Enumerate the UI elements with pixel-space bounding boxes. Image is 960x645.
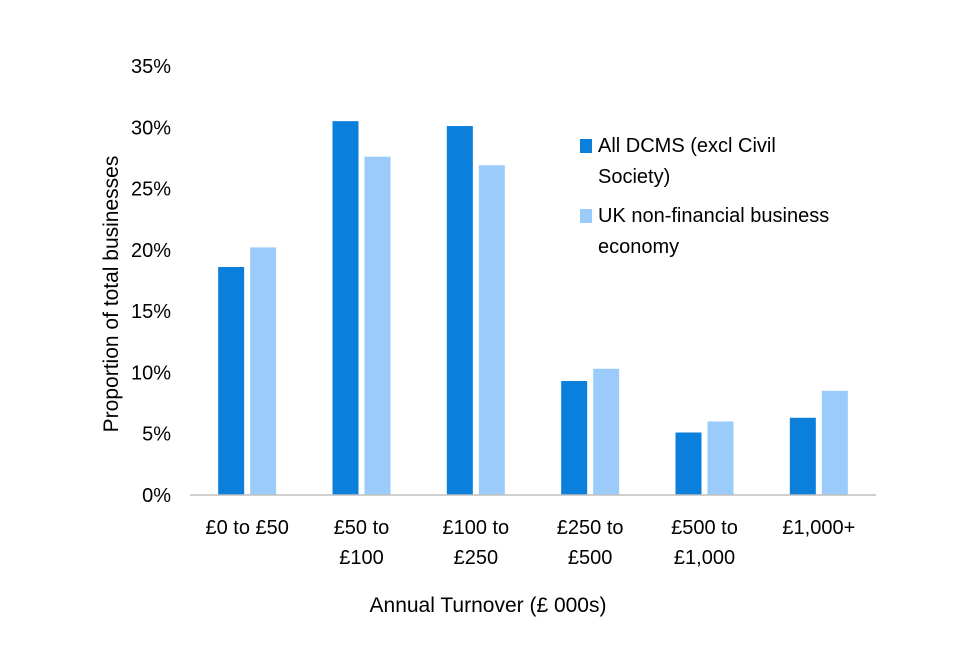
y-axis-ticks: 0% 5% 10% 15% 20% 25% 30% 35% [131, 56, 171, 507]
y-tick-label: 5% [142, 424, 171, 446]
y-tick-label: 25% [131, 179, 171, 201]
legend-item-2: UK non-financial business economy [580, 205, 829, 258]
bar-series-1 [561, 381, 588, 495]
y-tick-label: 0% [142, 485, 171, 507]
legend-item-1: All DCMS (excl Civil Society) [580, 135, 776, 188]
bar-series-1 [446, 126, 473, 495]
bar-series-2 [707, 421, 734, 495]
y-tick-label: 10% [131, 362, 171, 384]
legend: All DCMS (excl Civil Society) UK non-finan… [580, 135, 829, 258]
y-tick-label: 20% [131, 240, 171, 262]
bars [218, 121, 848, 496]
x-tick-label: £1,000+ [782, 517, 855, 539]
bar-series-2 [821, 390, 848, 495]
bar-series-2 [593, 368, 620, 495]
legend-swatch [580, 139, 592, 153]
x-tick-label: £50 to £100 [334, 517, 390, 569]
x-tick-label: £100 to £250 [442, 517, 509, 569]
x-tick-label: £500 to £1,000 [671, 517, 738, 569]
bar-series-2 [364, 156, 391, 495]
bar-series-1 [218, 267, 245, 495]
bar-series-1 [675, 432, 702, 495]
y-tick-label: 30% [131, 117, 171, 139]
x-tick-label: £0 to £50 [205, 517, 288, 539]
bar-series-2 [250, 247, 277, 495]
bar-series-2 [478, 165, 505, 496]
y-axis-title: Proportion of total businesses [100, 156, 123, 433]
x-axis-categories: £0 to £50 £50 to £100 £100 to £250 £250 to £50… [205, 517, 855, 569]
legend-label: All DCMS (excl Civil Society) [598, 135, 776, 188]
x-tick-label: £250 to £500 [557, 517, 624, 569]
y-tick-label: 35% [131, 56, 171, 78]
bar-series-1 [789, 417, 816, 495]
legend-swatch [580, 209, 592, 223]
legend-label: UK non-financial business economy [598, 205, 829, 258]
y-tick-label: 15% [131, 301, 171, 323]
x-axis-title: Annual Turnover (£ 000s) [370, 594, 607, 617]
bar-series-1 [332, 121, 359, 496]
